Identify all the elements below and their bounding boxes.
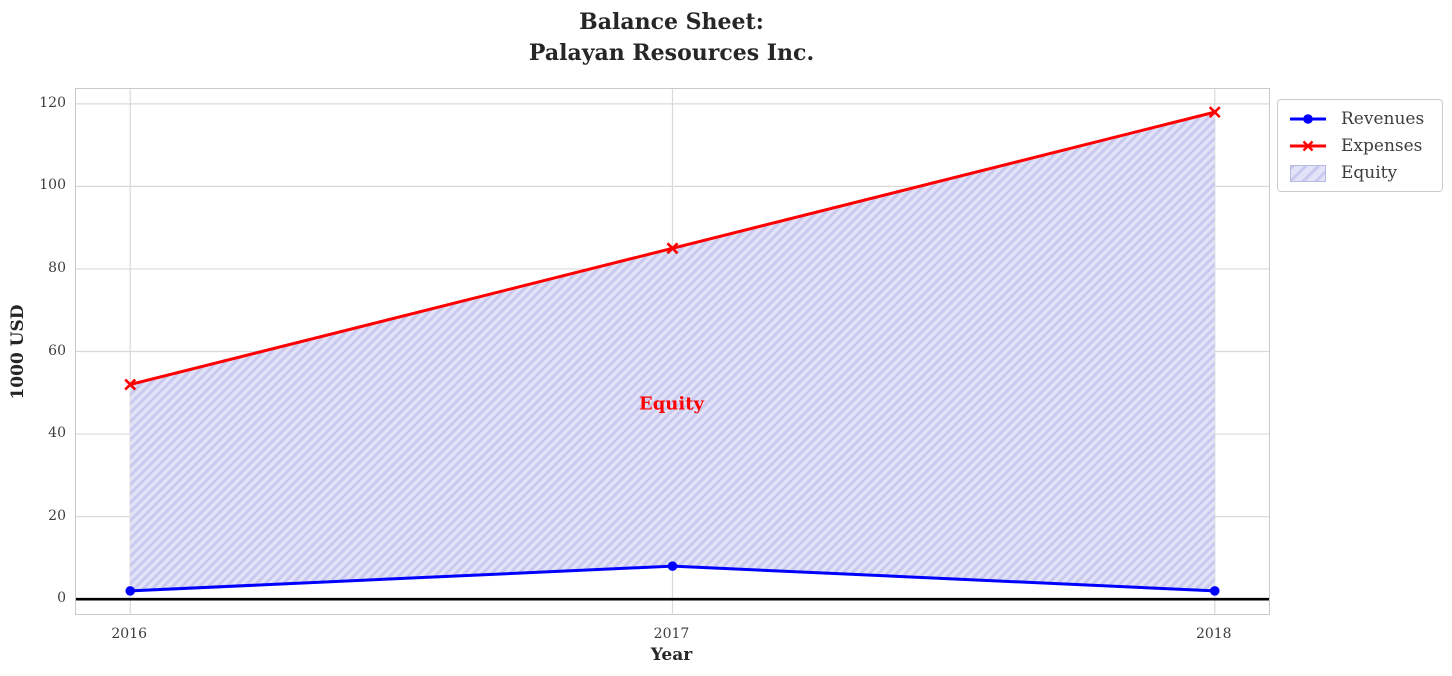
legend-item-revenues: Revenues bbox=[1288, 105, 1432, 132]
y-tick-label: 120 bbox=[39, 94, 66, 111]
legend-label: Expenses bbox=[1341, 135, 1423, 156]
equity-hatch-icon bbox=[1290, 164, 1326, 182]
legend-item-equity: Equity bbox=[1288, 159, 1432, 186]
legend: Revenues Expenses Equity bbox=[1277, 99, 1443, 192]
chart-title: Balance Sheet: Palayan Resources Inc. bbox=[75, 7, 1268, 69]
y-tick-label: 60 bbox=[48, 342, 66, 359]
legend-swatch-revenues bbox=[1288, 110, 1328, 128]
chart-title-line-1: Balance Sheet: bbox=[579, 9, 764, 35]
y-tick-label: 100 bbox=[39, 177, 66, 194]
x-tick-label: 2016 bbox=[111, 626, 148, 642]
plot-area bbox=[75, 88, 1270, 615]
y-tick-label: 20 bbox=[48, 507, 66, 524]
expenses-line-icon bbox=[1290, 140, 1326, 151]
expenses-marker bbox=[666, 242, 679, 255]
equity-fill bbox=[130, 112, 1215, 591]
legend-item-expenses: Expenses bbox=[1288, 132, 1432, 159]
revenues-line-icon bbox=[1290, 113, 1326, 124]
chart-title-line-2: Palayan Resources Inc. bbox=[528, 40, 815, 66]
revenues-marker bbox=[1209, 586, 1220, 596]
x-tick-label: 2018 bbox=[1195, 626, 1232, 642]
legend-swatch-expenses bbox=[1288, 137, 1328, 155]
expenses-marker bbox=[124, 378, 137, 391]
chart-canvas bbox=[76, 89, 1269, 614]
legend-label: Equity bbox=[1341, 162, 1398, 183]
x-tick-label: 2017 bbox=[653, 626, 690, 642]
y-tick-label: 40 bbox=[48, 425, 66, 442]
x-axis-label: Year bbox=[650, 645, 693, 665]
y-tick-label: 0 bbox=[57, 590, 66, 607]
expenses-marker bbox=[1208, 106, 1221, 119]
y-tick-label: 80 bbox=[48, 259, 66, 276]
legend-swatch-equity bbox=[1288, 164, 1328, 182]
revenues-marker bbox=[667, 561, 678, 571]
revenues-marker bbox=[125, 586, 136, 596]
legend-label: Revenues bbox=[1341, 108, 1425, 129]
equity-annotation: Equity bbox=[638, 393, 705, 415]
